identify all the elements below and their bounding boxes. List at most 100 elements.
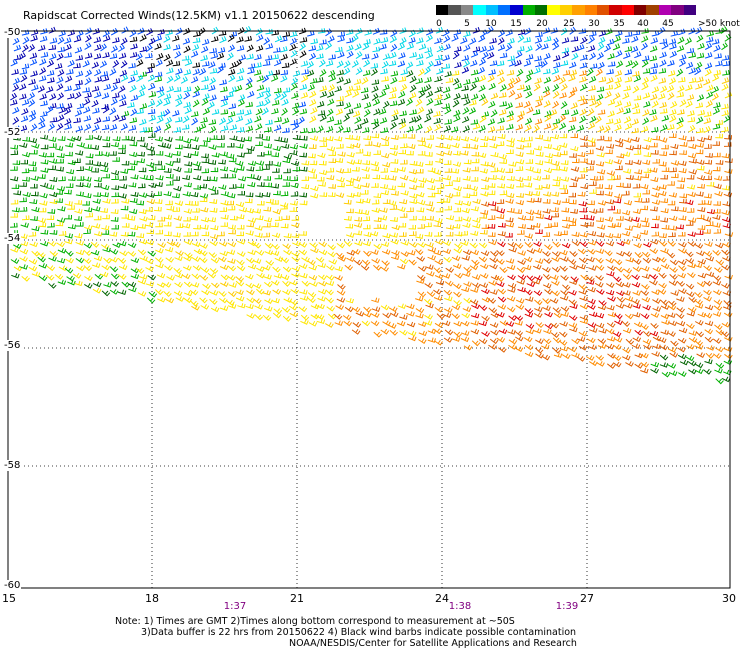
wind-barb [103, 35, 111, 42]
wind-barb [289, 207, 297, 212]
wind-barb [145, 206, 153, 212]
wind-barb [28, 258, 38, 265]
wind-barb [535, 160, 544, 166]
wind-barb [308, 45, 317, 52]
wind-barb [543, 35, 552, 43]
wind-barb [19, 264, 28, 270]
wind-barb [64, 102, 73, 110]
wind-barb [288, 304, 298, 311]
wind-barb [525, 209, 535, 216]
wind-barb [578, 330, 588, 337]
wind-barb [190, 50, 199, 58]
wind-barb [74, 91, 82, 100]
wind-barb [543, 136, 552, 142]
wind-barb [112, 92, 120, 99]
wind-barb [75, 150, 84, 156]
wind-barb [550, 322, 559, 329]
wind-barb [229, 167, 238, 173]
wind-barb [559, 122, 567, 130]
wind-barb [452, 283, 462, 290]
wind-barb [49, 93, 57, 101]
wind-barb [631, 102, 640, 110]
wind-barb [155, 262, 164, 269]
wind-barb [704, 241, 713, 247]
wind-barb [199, 297, 208, 304]
wind-barb [353, 102, 362, 109]
wind-barb [713, 183, 722, 190]
wind-barb [418, 90, 426, 99]
wind-barb [109, 53, 118, 59]
wind-barb [274, 59, 282, 67]
wind-barb [344, 306, 354, 313]
wind-barb [184, 168, 192, 173]
wind-barb [488, 100, 496, 109]
wind-barb [325, 60, 334, 67]
wind-barb [641, 35, 649, 43]
wind-barb [325, 274, 335, 281]
wind-barb [651, 100, 659, 108]
wind-barb [523, 175, 532, 181]
wind-barb [579, 115, 587, 124]
wind-barb [289, 150, 298, 156]
wind-barb [120, 60, 128, 69]
wind-barb [308, 320, 318, 327]
wind-barb [47, 77, 55, 84]
wind-barb [236, 152, 245, 158]
wind-barb [561, 242, 571, 249]
wind-barb [499, 101, 507, 107]
wind-barb [263, 217, 273, 223]
wind-barb [659, 108, 668, 114]
wind-barb [634, 252, 643, 259]
wind-barb [119, 94, 127, 102]
wind-barb [67, 59, 75, 68]
wind-barb [505, 222, 515, 228]
wind-barb [712, 141, 720, 146]
wind-barb [13, 265, 23, 272]
wind-barb [299, 84, 308, 91]
wind-barb [632, 71, 640, 77]
wind-barb [112, 157, 120, 162]
wind-barb [678, 207, 687, 213]
wind-barb [560, 83, 568, 92]
wind-barb [612, 355, 622, 362]
wind-barb [49, 117, 58, 123]
wind-barb [687, 272, 696, 279]
wind-barb [200, 267, 210, 274]
wind-barb [280, 75, 288, 83]
wind-barb [642, 304, 651, 311]
wind-barb [650, 312, 660, 318]
wind-barb [549, 298, 559, 304]
wind-barb [345, 223, 354, 229]
wind-barb [606, 363, 616, 369]
wind-barb [219, 79, 227, 86]
wind-barb [56, 217, 66, 224]
wind-barb [227, 193, 236, 199]
wind-barb [696, 76, 704, 83]
wind-barb [351, 306, 361, 313]
wind-barb [370, 63, 379, 69]
wind-barb [83, 115, 92, 122]
pass-time-label: 1:37 [223, 601, 247, 612]
wind-barb [19, 93, 27, 100]
wind-barb [120, 37, 128, 46]
wind-barb [659, 354, 669, 361]
wind-barb [695, 102, 704, 109]
wind-barb [560, 311, 569, 317]
wind-barb [381, 60, 389, 69]
wind-barb [425, 242, 434, 248]
wind-barb [597, 61, 605, 70]
wind-barb [721, 109, 729, 117]
wind-barb [490, 329, 499, 336]
wind-barb [587, 230, 597, 237]
wind-barb [433, 222, 442, 228]
wind-barb [91, 61, 99, 69]
wind-barb [597, 304, 607, 311]
wind-barb [615, 142, 624, 148]
wind-barb [10, 247, 19, 253]
wind-barb [201, 231, 210, 237]
wind-barb [470, 312, 480, 319]
wind-barb [470, 59, 478, 67]
wind-barb [154, 181, 163, 187]
wind-barb [597, 200, 607, 206]
wind-barb [606, 322, 616, 328]
